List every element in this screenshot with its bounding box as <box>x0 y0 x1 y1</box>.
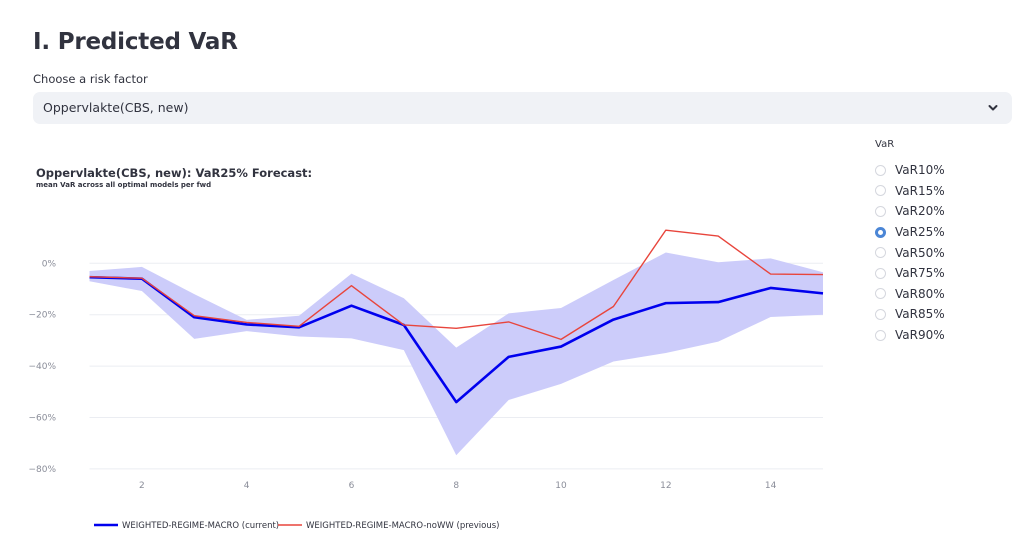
legend-label-previous[interactable]: WEIGHTED-REGIME-MACRO-noWW (previous) <box>306 521 499 531</box>
x-tick-label: 10 <box>555 481 567 491</box>
x-tick-label: 8 <box>453 481 459 491</box>
radio-option-var90[interactable]: VaR90% <box>875 325 945 346</box>
data-point-current[interactable] <box>453 399 459 405</box>
radio-circle-icon[interactable] <box>875 308 886 320</box>
radio-option-label: VaR90% <box>895 328 945 343</box>
x-tick-label: 6 <box>349 481 355 491</box>
risk-factor-label: Choose a risk factor <box>33 72 148 86</box>
data-point-previous[interactable] <box>768 271 774 277</box>
radio-circle-icon[interactable] <box>875 288 886 300</box>
data-point-current[interactable] <box>768 285 774 291</box>
radio-option-label: VaR80% <box>895 286 945 301</box>
data-point-current[interactable] <box>558 344 564 350</box>
radio-circle-icon[interactable] <box>875 247 886 259</box>
risk-factor-selected-value: Oppervlakte(CBS, new) <box>43 100 189 115</box>
data-point-previous[interactable] <box>87 274 93 280</box>
x-tick-label: 2 <box>139 481 145 491</box>
y-tick-label: 0% <box>42 259 57 269</box>
radio-option-var75[interactable]: VaR75% <box>875 263 945 284</box>
chart-title: Oppervlakte(CBS, new): VaR25% Forecast: <box>36 166 313 180</box>
radio-option-label: VaR75% <box>895 266 945 281</box>
data-point-current[interactable] <box>663 300 669 306</box>
page-title: I. Predicted VaR <box>33 29 238 55</box>
radio-option-label: VaR20% <box>895 204 945 219</box>
x-tick-label: 12 <box>660 481 671 491</box>
radio-circle-icon[interactable] <box>875 185 886 197</box>
var-radio-list: VaR10% VaR15% VaR20% VaR25% VaR50% VaR75… <box>875 160 945 345</box>
confidence-band <box>89 252 823 456</box>
radio-option-var20[interactable]: VaR20% <box>875 201 945 222</box>
radio-option-var50[interactable]: VaR50% <box>875 242 945 263</box>
data-point-previous[interactable] <box>820 272 826 278</box>
radio-option-label: VaR85% <box>895 307 945 322</box>
radio-circle-icon[interactable] <box>875 164 886 176</box>
data-point-previous[interactable] <box>348 283 354 289</box>
data-point-current[interactable] <box>820 290 826 296</box>
radio-option-var25[interactable]: VaR25% <box>875 222 945 243</box>
radio-circle-icon[interactable] <box>875 329 886 341</box>
radio-option-var15[interactable]: VaR15% <box>875 181 945 202</box>
y-tick-label: −20% <box>28 311 56 321</box>
radio-option-var80[interactable]: VaR80% <box>875 284 945 305</box>
var-radio-label: VaR <box>875 139 895 150</box>
y-tick-label: −40% <box>28 362 56 372</box>
radio-circle-icon[interactable] <box>875 267 886 279</box>
series-line-previous[interactable] <box>89 229 824 341</box>
data-point-current[interactable] <box>348 303 354 309</box>
band-layer <box>89 252 823 456</box>
series-line-current[interactable] <box>89 275 824 404</box>
x-tick-label: 4 <box>244 481 250 491</box>
radio-option-label: VaR10% <box>895 163 945 178</box>
data-point-current[interactable] <box>715 299 721 305</box>
data-point-previous[interactable] <box>610 303 616 309</box>
radio-circle-icon[interactable] <box>875 205 886 217</box>
x-tick-label: 14 <box>765 481 777 491</box>
y-tick-label: −60% <box>28 414 56 424</box>
radio-option-label: VaR15% <box>895 183 945 198</box>
chart-legend: WEIGHTED-REGIME-MACRO (current) WEIGHTED… <box>94 521 499 531</box>
data-point-previous[interactable] <box>663 227 669 233</box>
chart-subtitle: mean VaR across all optimal models per f… <box>36 181 212 189</box>
risk-factor-select[interactable]: Oppervlakte(CBS, new) <box>33 92 1012 124</box>
data-point-previous[interactable] <box>191 313 197 319</box>
series-layer <box>87 227 826 405</box>
legend-label-current[interactable]: WEIGHTED-REGIME-MACRO (current) <box>122 521 279 531</box>
radio-circle-icon[interactable] <box>875 226 886 238</box>
chevron-down-icon <box>988 105 998 111</box>
data-point-previous[interactable] <box>244 319 250 325</box>
radio-option-label: VaR25% <box>895 225 945 240</box>
data-point-previous[interactable] <box>715 233 721 239</box>
data-point-previous[interactable] <box>558 336 564 342</box>
data-point-previous[interactable] <box>401 322 407 328</box>
y-axis: 0% −20% −40% −60% −80% <box>28 259 56 475</box>
data-point-previous[interactable] <box>139 275 145 281</box>
data-point-current[interactable] <box>506 354 512 360</box>
radio-option-label: VaR50% <box>895 245 945 260</box>
data-point-previous[interactable] <box>453 325 459 331</box>
data-point-previous[interactable] <box>506 319 512 325</box>
y-tick-label: −80% <box>28 465 56 475</box>
data-point-current[interactable] <box>610 317 616 323</box>
radio-option-var10[interactable]: VaR10% <box>875 160 945 181</box>
radio-option-var85[interactable]: VaR85% <box>875 304 945 325</box>
data-point-previous[interactable] <box>296 323 302 329</box>
var-radio-group: VaR VaR10% VaR15% VaR20% VaR25% VaR50% V… <box>875 139 945 345</box>
x-axis: 2 4 6 8 10 12 14 <box>139 481 777 491</box>
